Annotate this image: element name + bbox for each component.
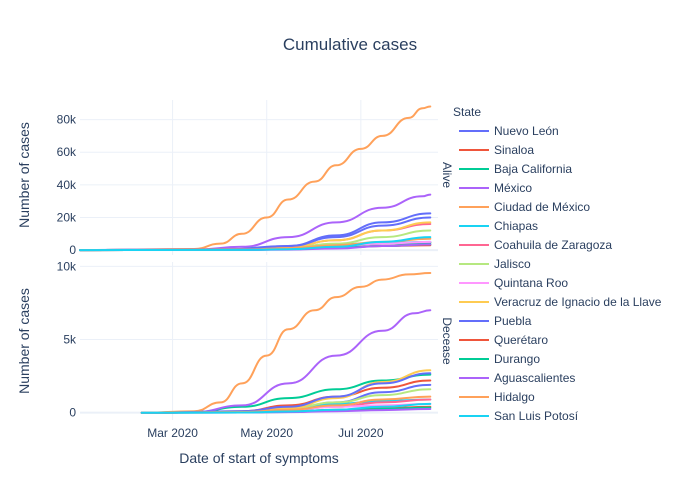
legend-item-baja-california[interactable]: Baja California: [459, 162, 572, 176]
x-axis-title: Date of start of symptoms: [179, 450, 339, 466]
decease-y-ticks: 0 5k 10k: [57, 259, 77, 419]
chart-title: Cumulative cases: [283, 35, 417, 54]
alive-grid: [80, 100, 438, 255]
y-tick-label: 0: [69, 243, 76, 257]
x-tick-label: Jul 2020: [338, 426, 384, 440]
y-tick-label: 0: [69, 406, 76, 420]
legend-label: México: [494, 181, 532, 195]
legend-item-nuevo-leon[interactable]: Nuevo León: [459, 124, 559, 138]
legend-item-veracruz-de-ignacio-de-la-llave[interactable]: Veracruz de Ignacio de la Llave: [459, 295, 662, 309]
legend-label: Jalisco: [494, 257, 531, 271]
legend-label: Hidalgo: [494, 390, 535, 404]
series-line-san-luis-potosi: [79, 236, 432, 252]
alive-panel: 0 20k 40k 60k 80k Number of cases Alive: [16, 100, 454, 257]
legend-item-queretaro[interactable]: Querétaro: [459, 333, 548, 347]
legend-item-aguascalientes[interactable]: Aguascalientes: [459, 371, 575, 385]
series-line-ciudad-de-mexico: [140, 272, 432, 414]
legend-label: Sinaloa: [494, 143, 534, 157]
legend-label: Coahuila de Zaragoza: [494, 238, 612, 252]
x-tick-label: May 2020: [240, 426, 293, 440]
decease-y-axis-title: Number of cases: [16, 288, 32, 394]
series-line-san-luis-potosi: [140, 402, 432, 414]
alive-y-ticks: 0 20k 40k 60k 80k: [57, 113, 77, 258]
legend-label: San Luis Potosí: [494, 409, 579, 423]
legend-item-hidalgo[interactable]: Hidalgo: [459, 390, 535, 404]
legend-item-san-luis-potosi[interactable]: San Luis Potosí: [459, 409, 579, 423]
decease-facet-label: Decease: [440, 317, 454, 365]
y-tick-label: 80k: [57, 113, 77, 127]
y-tick-label: 40k: [57, 178, 77, 192]
y-tick-label: 5k: [63, 333, 77, 347]
y-tick-label: 10k: [57, 259, 77, 273]
x-axis-ticks: Mar 2020 May 2020 Jul 2020: [147, 426, 384, 440]
legend-label: Puebla: [494, 314, 532, 328]
alive-series: [79, 105, 432, 252]
legend-item-ciudad-de-mexico[interactable]: Ciudad de México: [459, 200, 590, 214]
legend-label: Querétaro: [494, 333, 548, 347]
legend-item-mexico[interactable]: México: [459, 181, 532, 195]
series-line-ciudad-de-mexico: [79, 105, 432, 252]
legend-item-chiapas[interactable]: Chiapas: [459, 219, 538, 233]
legend-label: Aguascalientes: [494, 371, 575, 385]
legend-label: Quintana Roo: [494, 276, 568, 290]
legend-item-quintana-roo[interactable]: Quintana Roo: [459, 276, 568, 290]
legend-item-jalisco[interactable]: Jalisco: [459, 257, 531, 271]
decease-series: [140, 272, 432, 414]
legend-items: Nuevo León Sinaloa Baja California México Ci…: [459, 124, 662, 423]
alive-facet-label: Alive: [440, 162, 454, 188]
legend-label: Veracruz de Ignacio de la Llave: [494, 295, 662, 309]
decease-grid: [80, 262, 438, 420]
legend-item-coahuila-de-zaragoza[interactable]: Coahuila de Zaragoza: [459, 238, 612, 252]
legend: State Nuevo León Sinaloa Baja California Mé…: [453, 105, 662, 423]
legend-item-durango[interactable]: Durango: [459, 352, 540, 366]
legend-item-sinaloa[interactable]: Sinaloa: [459, 143, 534, 157]
legend-label: Ciudad de México: [494, 200, 590, 214]
y-tick-label: 60k: [57, 145, 77, 159]
decease-panel: 0 5k 10k Number of cases Decease: [16, 259, 454, 420]
legend-label: Chiapas: [494, 219, 538, 233]
legend-title: State: [453, 105, 481, 119]
y-tick-label: 20k: [57, 210, 77, 224]
legend-item-puebla[interactable]: Puebla: [459, 314, 532, 328]
legend-label: Durango: [494, 352, 540, 366]
alive-y-axis-title: Number of cases: [16, 122, 32, 228]
legend-label: Nuevo León: [494, 124, 559, 138]
x-tick-label: Mar 2020: [147, 426, 198, 440]
legend-label: Baja California: [494, 162, 572, 176]
